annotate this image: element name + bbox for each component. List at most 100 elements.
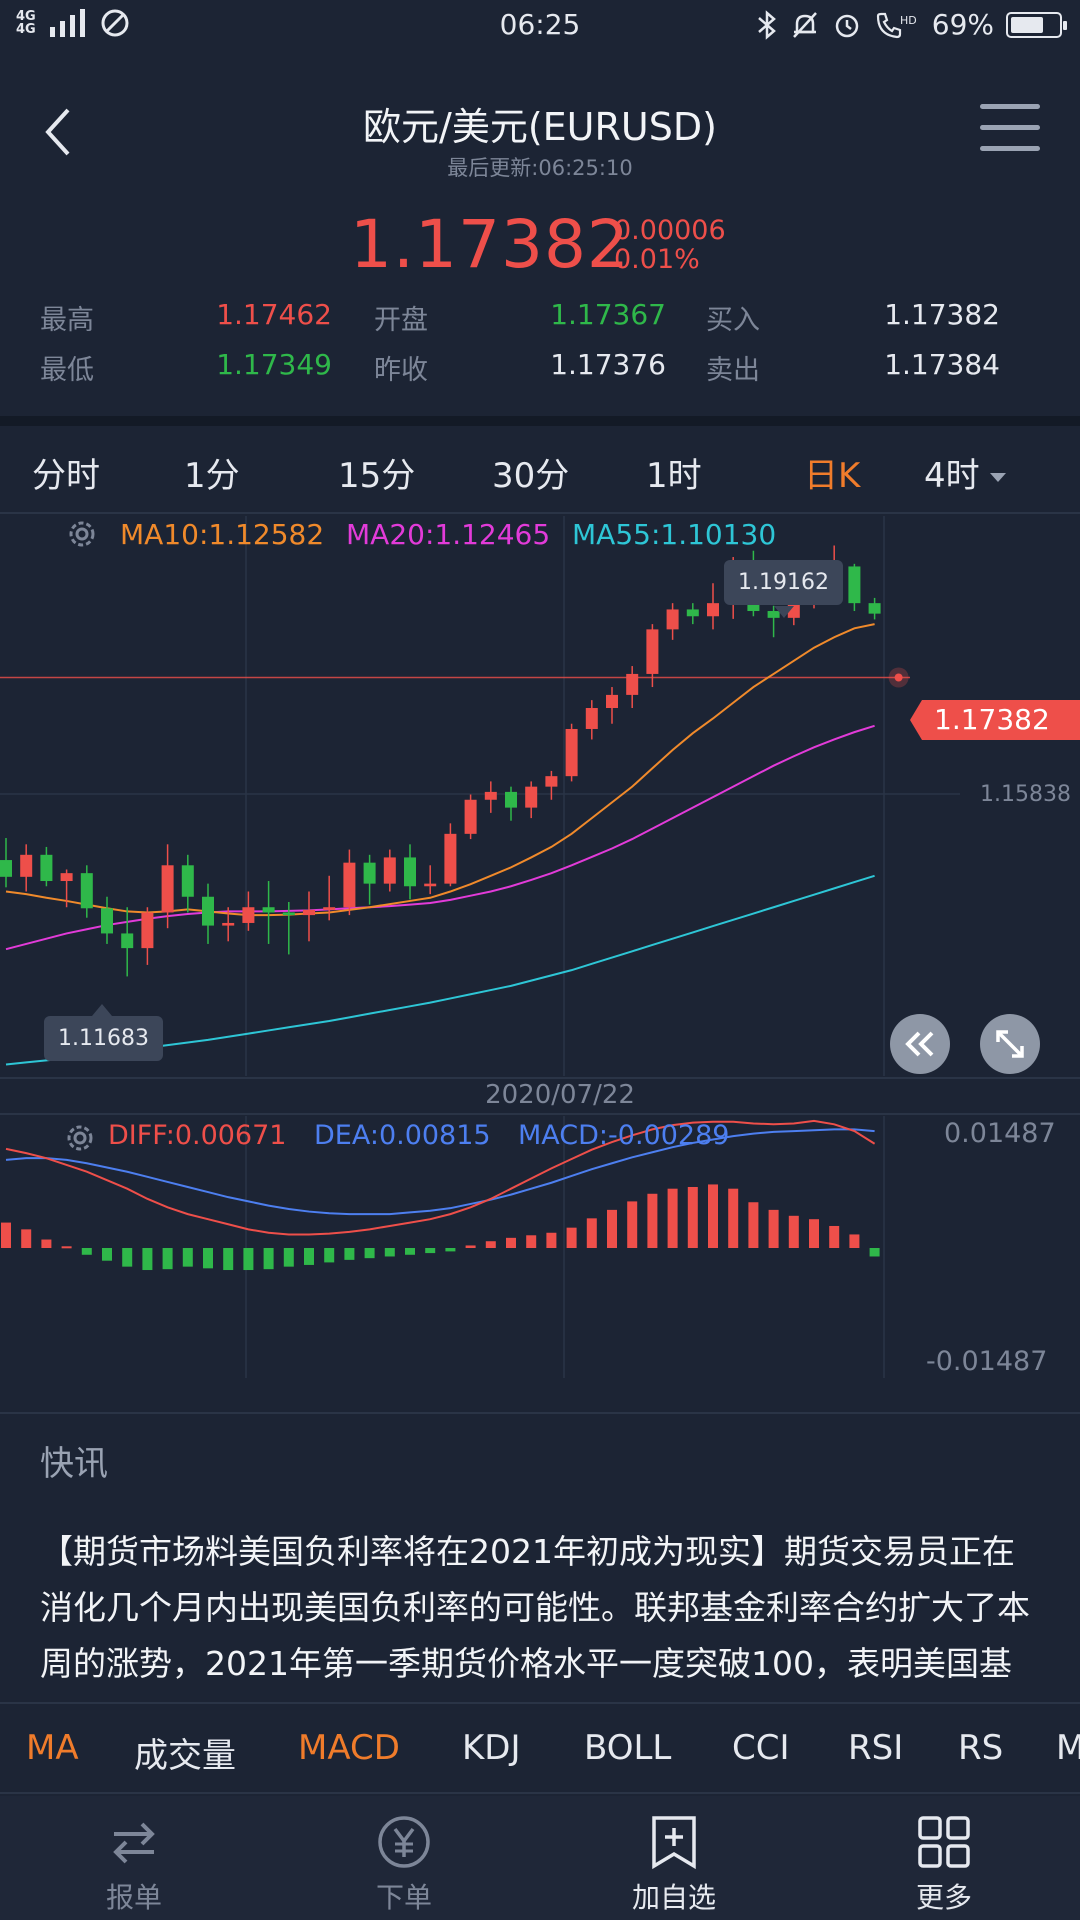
last-updated: 最后更新:06:25:10 [447,156,633,180]
nav-place-order-label: 下单 [375,1881,432,1914]
macd-bar [41,1239,52,1248]
battery-percent: 69% [931,8,994,41]
high-value: 1.17462 [216,298,332,331]
indicator-volume[interactable]: 成交量 [134,1736,236,1776]
diff-legend: DIFF:0.00671 [108,1120,287,1151]
candle-body [848,566,861,604]
macd-bar [768,1209,779,1248]
macd-bar [849,1234,860,1248]
tab-1hour[interactable]: 1时 [646,456,702,496]
macd-bar [223,1248,234,1271]
hd-call-icon: HD [876,12,917,38]
scroll-back-button[interactable] [890,1014,950,1074]
tab-1min[interactable]: 1分 [184,456,240,496]
nav-add-watchlist-label: 加自选 [631,1881,716,1914]
bid-value: 1.17382 [884,298,1000,331]
grid-icon [918,1816,970,1868]
high-label: 最高 [40,305,94,336]
macd-bar [283,1248,294,1267]
candle-body [767,611,780,618]
section-divider [0,416,1080,426]
candle-body [464,799,477,834]
current-price-tag: 1.17382 [910,700,1080,740]
macd-bar [203,1248,213,1269]
macd-bar [142,1248,153,1271]
tab-4hour-dropdown[interactable]: 4时 [924,448,1006,497]
ask-label: 卖出 [706,355,760,386]
low-tooltip-arrow [92,1004,112,1016]
macd-bar [687,1186,698,1248]
indicator-ma[interactable]: MA [26,1728,79,1768]
macd-bar [586,1218,597,1248]
candle-body [242,907,255,923]
tab-timeshare[interactable]: 分时 [32,456,100,496]
macd-bar [263,1248,274,1270]
news-body[interactable]: 【期货市场料美国负利率将在2021年初成为现实】期货交易员正在消化几个月内出现美… [40,1532,1030,1702]
fullscreen-button[interactable] [980,1014,1040,1074]
candle-body [525,786,538,808]
back-arrow-icon[interactable] [36,102,96,162]
indicator-macd[interactable]: MACD [298,1728,400,1768]
ma20-legend: MA20:1.12465 [346,518,551,551]
candle-body [20,854,33,877]
macd-bar [708,1184,718,1248]
macd-bar [162,1248,173,1270]
candle-body [60,873,73,882]
ma-settings-gear-icon[interactable] [64,516,100,552]
candle-body [585,708,598,729]
candle-body [222,922,235,926]
candle-body [444,833,457,884]
nav-add-watchlist[interactable]: 加自选 [604,1814,744,1916]
nav-more[interactable]: 更多 [874,1814,1014,1916]
macd-bar [506,1237,516,1248]
candle-body [262,907,275,913]
open-value: 1.17367 [550,298,666,331]
indicator-kdj[interactable]: KDJ [462,1728,521,1768]
indicator-boll[interactable]: BOLL [584,1728,672,1768]
indicator-cci[interactable]: CCI [732,1728,790,1768]
candle-body [363,862,376,884]
nav-place-order[interactable]: 下单 [334,1814,474,1916]
candle-body [484,791,497,800]
candle-body [868,603,881,614]
candle-body [80,873,93,909]
bookmark-plus-icon [652,1816,696,1870]
menu-icon[interactable] [980,104,1040,156]
candle-body [686,609,699,617]
candle-body [303,909,315,916]
tab-15min[interactable]: 15分 [338,456,416,496]
macd-bar [1,1222,11,1248]
tab-divider [0,512,1080,514]
tab-30min[interactable]: 30分 [492,456,570,496]
candle-body [424,883,437,887]
no-sim-icon [101,9,129,37]
macd-bar [526,1235,537,1248]
macd-bar [607,1209,617,1248]
macd-settings-gear-icon[interactable] [62,1120,98,1156]
macd-bar [485,1241,496,1248]
candle-body [202,896,214,926]
tab-daily-k[interactable]: 日K [804,456,861,496]
indicator-more-cut[interactable]: M [1056,1728,1080,1768]
news-title: 快讯 [40,1444,108,1484]
indicator-rsi[interactable]: RSI [848,1728,904,1768]
date-axis-label: 2020/07/22 [485,1080,635,1110]
ask-value: 1.17384 [884,348,1000,381]
candle-body [404,857,416,887]
macd-axis-top: 0.01487 [944,1118,1056,1149]
battery-fill [1011,16,1043,33]
hd-label: HD [900,14,917,27]
macd-bar [364,1248,375,1259]
macd-bar [445,1248,456,1252]
macd-bar [21,1229,32,1248]
macd-bar [647,1193,658,1248]
indicator-rs[interactable]: RS [958,1728,1004,1768]
dea-line [5,1128,875,1216]
kline-chart[interactable] [0,514,1080,1414]
swap-arrows-icon [113,1822,155,1864]
low-value: 1.17349 [216,348,332,381]
high-tooltip: 1.19162 [724,560,843,605]
battery-icon [1006,11,1067,38]
expand-icon [996,1030,1024,1058]
nav-orders[interactable]: 报单 [64,1814,204,1916]
